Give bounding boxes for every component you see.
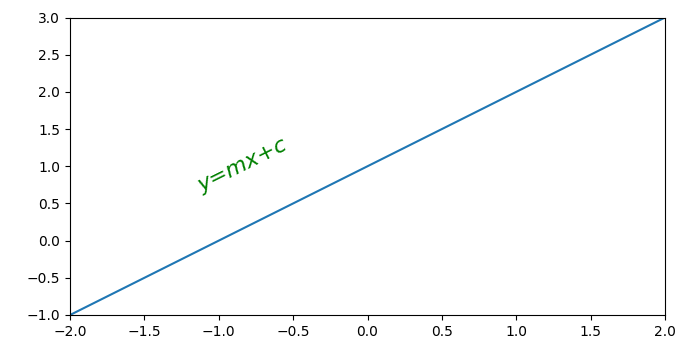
Text: y=mx+c: y=mx+c bbox=[195, 135, 291, 196]
